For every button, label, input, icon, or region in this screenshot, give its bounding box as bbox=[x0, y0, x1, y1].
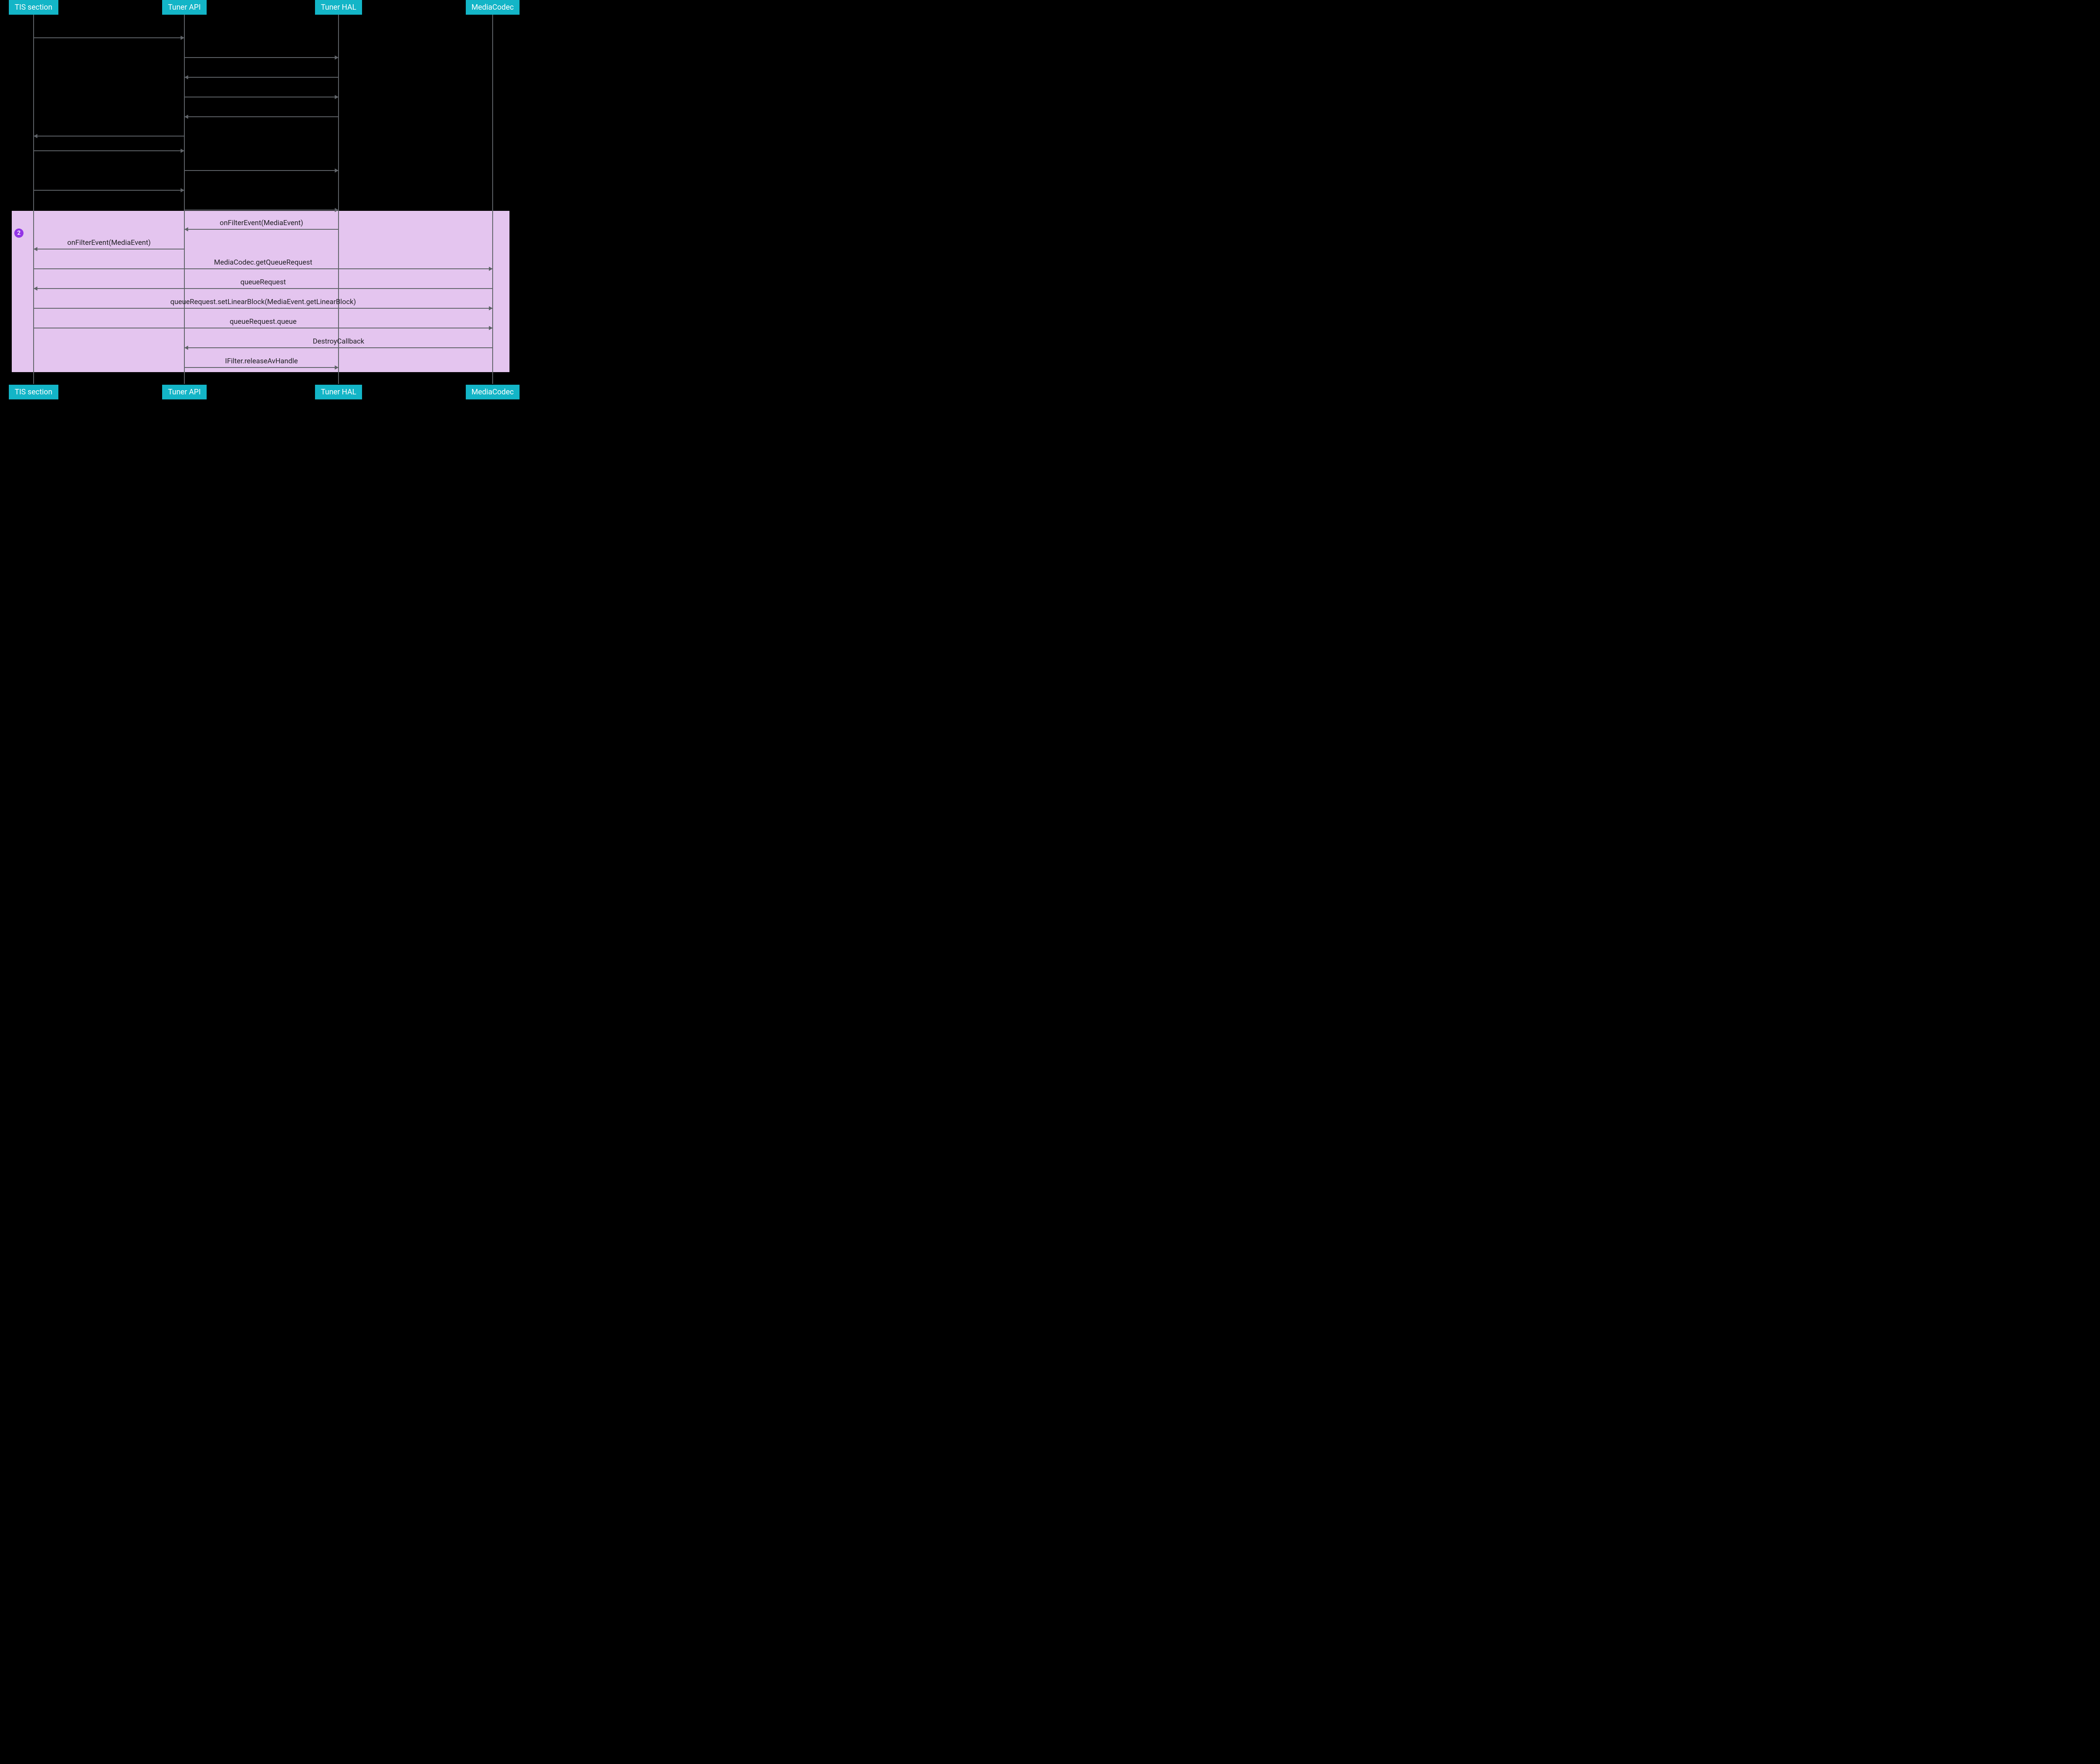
message-line bbox=[184, 116, 339, 117]
arrowhead bbox=[335, 208, 339, 212]
lifeline-hal bbox=[338, 15, 339, 384]
message-line bbox=[184, 367, 339, 368]
message-label: onFilterEvent(MediaEvent) bbox=[67, 239, 151, 247]
message-line bbox=[34, 37, 184, 38]
lifeline-api bbox=[184, 15, 185, 384]
arrowhead bbox=[184, 346, 188, 350]
message-label: IFilter.releaseAvHandle bbox=[225, 357, 298, 365]
message-line bbox=[184, 229, 339, 230]
message-line bbox=[34, 150, 184, 151]
arrowhead bbox=[34, 247, 37, 251]
arrowhead bbox=[335, 55, 339, 60]
arrowhead bbox=[184, 227, 188, 231]
participant-codec-top: MediaCodec bbox=[466, 0, 520, 15]
arrowhead bbox=[489, 326, 493, 330]
arrowhead bbox=[335, 95, 339, 99]
message-line bbox=[34, 190, 184, 191]
message-line bbox=[34, 308, 493, 309]
arrowhead bbox=[181, 188, 184, 192]
participant-api-top: Tuner API bbox=[162, 0, 207, 15]
arrowhead bbox=[34, 134, 37, 138]
arrowhead bbox=[184, 115, 188, 119]
message-line bbox=[184, 57, 339, 58]
participant-hal-top: Tuner HAL bbox=[315, 0, 362, 15]
message-line bbox=[184, 77, 339, 78]
participant-tis-top: TIS section bbox=[9, 0, 58, 15]
sequence-diagram: onFilterEvent(MediaEvent) onFilterEvent(M… bbox=[0, 0, 524, 399]
arrowhead bbox=[184, 75, 188, 79]
arrowhead bbox=[335, 168, 339, 173]
participant-api-bottom: Tuner API bbox=[162, 385, 207, 399]
participant-hal-bottom: Tuner HAL bbox=[315, 385, 362, 399]
arrowhead bbox=[489, 267, 493, 271]
message-line bbox=[184, 170, 339, 171]
arrowhead bbox=[181, 36, 184, 40]
lifeline-tis bbox=[33, 15, 34, 384]
message-label: queueRequest.queue bbox=[230, 318, 297, 326]
message-line bbox=[184, 347, 493, 348]
participant-codec-bottom: MediaCodec bbox=[466, 385, 520, 399]
participant-tis-bottom: TIS section bbox=[9, 385, 58, 399]
message-label: queueRequest bbox=[240, 278, 286, 286]
message-label: MediaCodec.getQueueRequest bbox=[214, 258, 312, 267]
arrowhead bbox=[489, 306, 493, 310]
step-badge: 2 bbox=[14, 228, 24, 238]
message-label: DestroyCallback bbox=[313, 337, 365, 346]
arrowhead bbox=[335, 365, 339, 370]
message-label: queueRequest.setLinearBlock(MediaEvent.g… bbox=[170, 298, 356, 306]
message-label: onFilterEvent(MediaEvent) bbox=[220, 219, 303, 227]
arrowhead bbox=[181, 149, 184, 153]
message-line bbox=[34, 288, 493, 289]
arrowhead bbox=[34, 286, 37, 291]
message-line bbox=[34, 268, 493, 269]
